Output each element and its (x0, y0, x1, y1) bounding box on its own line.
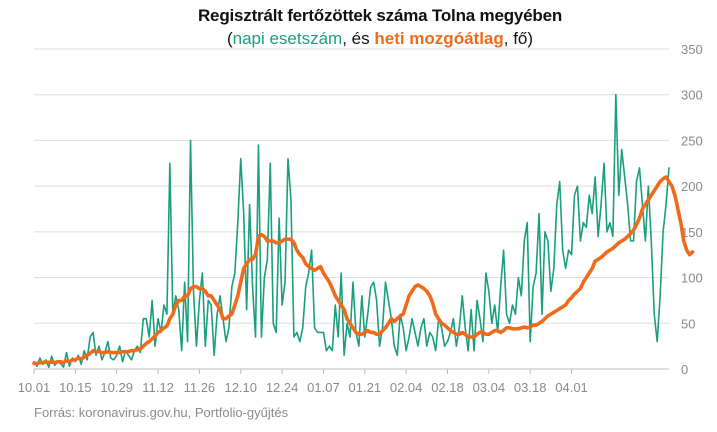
y-tick-label: 50 (681, 316, 695, 331)
x-tick-label: 02.18 (431, 380, 464, 395)
chart-subtitle: (napi esetszám, és heti mozgóátlag, fő) (0, 29, 717, 49)
y-tick-label: 0 (681, 362, 688, 377)
y-axis-ticks: 0 50 100 150 200 250 300 350 (681, 42, 703, 377)
x-tick-label: 12.10 (224, 380, 257, 395)
y-tick-label: 250 (681, 133, 703, 148)
y-tick-label: 200 (681, 179, 703, 194)
source-note: Forrás: koronavirus.gov.hu, Portfolio-gy… (34, 405, 289, 420)
subtitle-separator: , és (342, 29, 375, 48)
x-axis-ticks: 10.01 10.15 10.29 11.12 11.26 12.10 12.24 01.07… (18, 369, 588, 395)
x-tick-label: 11.12 (142, 380, 174, 395)
daily-cases-line (33, 93, 670, 368)
subtitle-open: ( (226, 29, 233, 48)
x-tick-label: 10.29 (100, 380, 133, 395)
x-tick-label: 10.01 (18, 380, 51, 395)
x-tick-label: 02.04 (390, 380, 423, 395)
x-tick-label: 12.24 (266, 380, 299, 395)
y-tick-label: 350 (681, 42, 703, 57)
x-tick-label: 01.07 (307, 380, 340, 395)
subtitle-close: , fő) (503, 29, 534, 48)
x-tick-label: 11.26 (184, 380, 216, 395)
subtitle-average-label: heti mozgóátlag (374, 29, 504, 48)
subtitle-daily-label: napi esetszám (232, 29, 343, 48)
chart-title: Regisztrált fertőzöttek száma Tolna megy… (197, 6, 563, 25)
series-lines (32, 93, 695, 368)
y-tick-label: 150 (681, 225, 703, 240)
x-tick-label: 03.04 (473, 380, 506, 395)
x-tick-label: 03.18 (514, 380, 547, 395)
x-tick-label: 10.15 (59, 380, 92, 395)
x-tick-label: 04.01 (555, 380, 588, 395)
y-tick-label: 300 (681, 88, 703, 103)
x-tick-label: 01.21 (349, 380, 382, 395)
y-tick-label: 100 (681, 271, 703, 286)
weekly-average-line (32, 175, 695, 366)
